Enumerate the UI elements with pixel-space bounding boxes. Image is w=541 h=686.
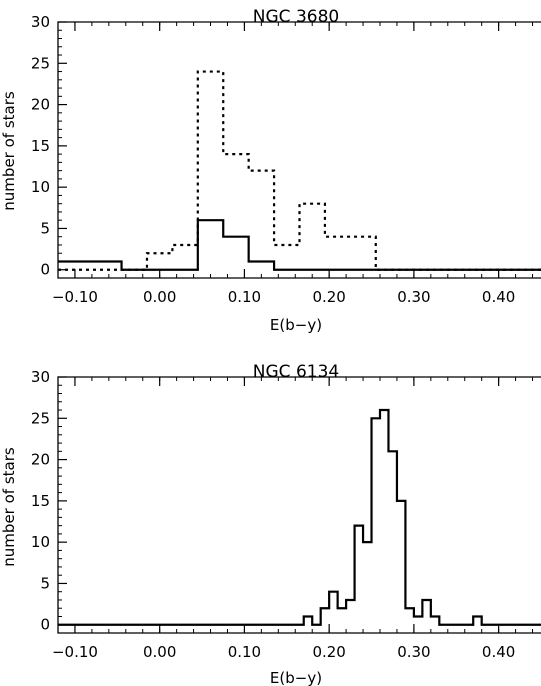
x-tick-label: 0.10 [228,643,261,661]
x-tick-label: −0.10 [52,643,98,661]
histogram-dotted-series [58,70,541,271]
panel-ngc6134: NGC 6134 E(b−y) number of stars −0.10 0.0… [0,362,541,686]
x-tick-label: 0.30 [397,288,430,306]
y-axis-label: number of stars [0,91,18,211]
y-tick-label: 15 [31,137,50,155]
y-tick-label: 20 [31,451,50,469]
histogram-solid-series [58,219,541,271]
x-tick-label: 0.00 [143,288,176,306]
y-tick-label: 5 [40,574,50,592]
x-tick-label: 0.10 [228,288,261,306]
y-tick-label: 30 [31,13,50,31]
x-tick-label: 0.00 [143,643,176,661]
axes-frame [57,21,541,279]
axes-frame [57,376,541,634]
y-axis-label: number of stars [0,447,18,567]
y-tick-label: 15 [31,492,50,510]
y-tick-label: 0 [40,261,50,279]
y-tick-label: 0 [40,616,50,634]
x-tick-label: 0.20 [312,288,345,306]
chart-title: NGC 6134 [253,362,339,382]
y-tick-label: 5 [40,219,50,237]
y-tick-label: 10 [31,178,50,196]
x-axis-label: E(b−y) [270,669,322,686]
x-tick-label: 0.40 [482,288,515,306]
y-tick-label: 20 [31,96,50,114]
y-tick-label: 30 [31,368,50,386]
x-tick-label: 0.20 [312,643,345,661]
x-tick-label: −0.10 [52,288,98,306]
y-tick-label: 25 [31,54,50,72]
panel-ngc3680: NGC 3680 E(b−y) number of stars −0.10 0.0… [0,7,541,334]
plot-area: −0.10 0.00 0.10 0.20 0.30 0.40 0 5 10 15 20 25 30 [31,13,541,306]
y-tick-label: 10 [31,533,50,551]
x-axis-label: E(b−y) [270,316,322,334]
plot-area: −0.10 0.00 0.10 0.20 0.30 0.40 0 5 10 15 20 25 30 [31,368,541,661]
y-tick-label: 25 [31,409,50,427]
x-tick-label: 0.30 [397,643,430,661]
histogram-solid-series [58,408,541,626]
x-tick-label: 0.40 [482,643,515,661]
chart-title: NGC 3680 [253,7,339,27]
